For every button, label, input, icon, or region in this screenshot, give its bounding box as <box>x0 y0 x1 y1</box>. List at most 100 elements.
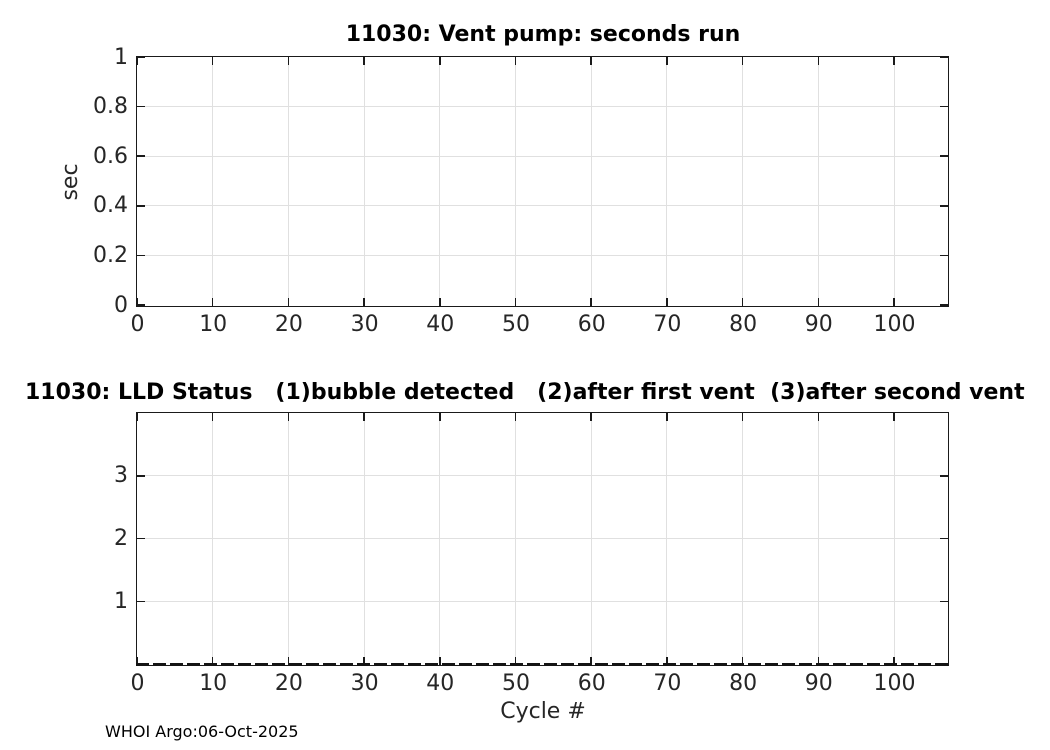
top-plot-area <box>136 56 949 307</box>
y-tick-right <box>940 105 948 108</box>
x-tick-top <box>439 413 441 421</box>
x-tick-bottom <box>363 657 365 665</box>
x-tick-label: 50 <box>502 312 530 337</box>
x-tick-top <box>590 413 592 421</box>
y-tick-right <box>940 304 948 306</box>
x-tick-bottom <box>666 298 668 306</box>
x-tick-top <box>136 57 138 65</box>
x-tick-top <box>211 413 214 421</box>
y-tick-label: 1 <box>114 44 128 70</box>
x-tick-top <box>741 57 744 65</box>
y-tick-left <box>137 205 145 207</box>
y-tick-left <box>137 537 145 540</box>
x-gridline <box>742 57 744 306</box>
x-tick-label: 90 <box>804 671 833 696</box>
y-tick-left <box>137 254 145 257</box>
y-tick-right <box>940 56 948 58</box>
bottom-plot-title: 11030: LLD Status (1)bubble detected (2)… <box>25 380 1025 405</box>
x-gridline <box>590 57 592 306</box>
x-gridline <box>590 413 592 665</box>
x-tick-label: 60 <box>577 312 606 337</box>
x-tick-label: 10 <box>199 312 228 337</box>
x-gridline <box>212 57 214 306</box>
x-gridline <box>817 57 819 306</box>
x-gridline <box>666 57 668 306</box>
y-tick-label: 0 <box>114 292 128 318</box>
y-tick-left <box>137 475 145 477</box>
x-gridline <box>893 57 895 306</box>
x-tick-top <box>439 57 441 65</box>
x-gridline <box>439 413 441 665</box>
footer-credit: WHOI Argo:06-Oct-2025 <box>105 722 299 741</box>
x-gridline <box>287 413 289 665</box>
x-tick-label: 0 <box>130 312 145 337</box>
x-tick-label: 100 <box>873 312 916 337</box>
x-tick-top <box>893 57 895 65</box>
x-gridline <box>363 413 365 665</box>
x-tick-bottom <box>590 657 592 665</box>
x-gridline <box>515 413 516 665</box>
x-tick-top <box>590 57 592 65</box>
x-tick-top <box>287 413 290 421</box>
x-tick-bottom <box>211 298 214 306</box>
x-tick-bottom <box>439 657 441 665</box>
x-tick-bottom <box>287 298 290 306</box>
x-tick-label: 100 <box>873 671 916 696</box>
x-tick-bottom <box>666 657 668 665</box>
x-tick-bottom <box>893 657 895 665</box>
x-tick-top <box>287 57 290 65</box>
x-tick-bottom <box>893 298 895 306</box>
y-tick-label: 2 <box>114 526 128 551</box>
x-tick-label: 90 <box>804 312 833 337</box>
x-gridline <box>666 413 668 665</box>
y-tick-right <box>940 475 948 477</box>
x-gridline <box>742 413 744 665</box>
x-tick-label: 60 <box>577 671 606 696</box>
x-tick-label: 20 <box>274 671 303 696</box>
bottom-plot-area <box>135 412 950 666</box>
x-tick-label: 70 <box>653 671 682 696</box>
x-gridline <box>893 413 895 665</box>
x-tick-label: 40 <box>426 671 455 696</box>
dashed-baseline-lld-status-zero-baseline <box>135 663 950 666</box>
y-tick-right <box>940 600 948 602</box>
x-gridline <box>515 57 516 306</box>
x-tick-top <box>666 57 668 65</box>
y-gridline <box>137 205 948 207</box>
x-tick-bottom <box>287 657 290 665</box>
x-tick-label: 70 <box>653 312 682 337</box>
y-tick-left <box>137 304 145 306</box>
x-tick-top <box>211 57 214 65</box>
x-tick-label: 10 <box>199 671 228 696</box>
x-tick-top <box>514 57 517 65</box>
top-plot-title: 11030: Vent pump: seconds run <box>345 22 741 47</box>
y-tick-label: 0.8 <box>93 94 128 120</box>
x-tick-bottom <box>514 657 517 665</box>
x-tick-bottom <box>514 298 517 306</box>
x-tick-label: 80 <box>729 312 758 337</box>
x-tick-label: 80 <box>729 671 758 696</box>
x-tick-top <box>666 413 668 421</box>
x-tick-bottom <box>136 657 138 665</box>
x-tick-top <box>817 413 820 421</box>
x-tick-bottom <box>817 298 820 306</box>
x-tick-bottom <box>741 298 744 306</box>
y-gridline <box>137 106 948 108</box>
x-gridline <box>817 413 819 665</box>
y-tick-label: 0.6 <box>93 143 128 169</box>
x-tick-label: 0 <box>130 671 145 696</box>
x-tick-top <box>363 57 365 65</box>
x-tick-top <box>514 413 517 421</box>
y-gridline <box>137 475 948 477</box>
x-tick-label: 40 <box>426 312 455 337</box>
y-tick-right <box>940 254 948 257</box>
x-tick-bottom <box>741 657 744 665</box>
x-axis-label-cycle: Cycle # <box>500 699 586 724</box>
y-tick-right <box>940 205 948 207</box>
x-gridline <box>439 57 441 306</box>
x-gridline <box>363 57 365 306</box>
y-tick-label: 0.2 <box>93 242 128 268</box>
y-tick-right <box>940 155 948 157</box>
y-tick-left <box>137 105 145 108</box>
x-tick-label: 20 <box>274 312 303 337</box>
